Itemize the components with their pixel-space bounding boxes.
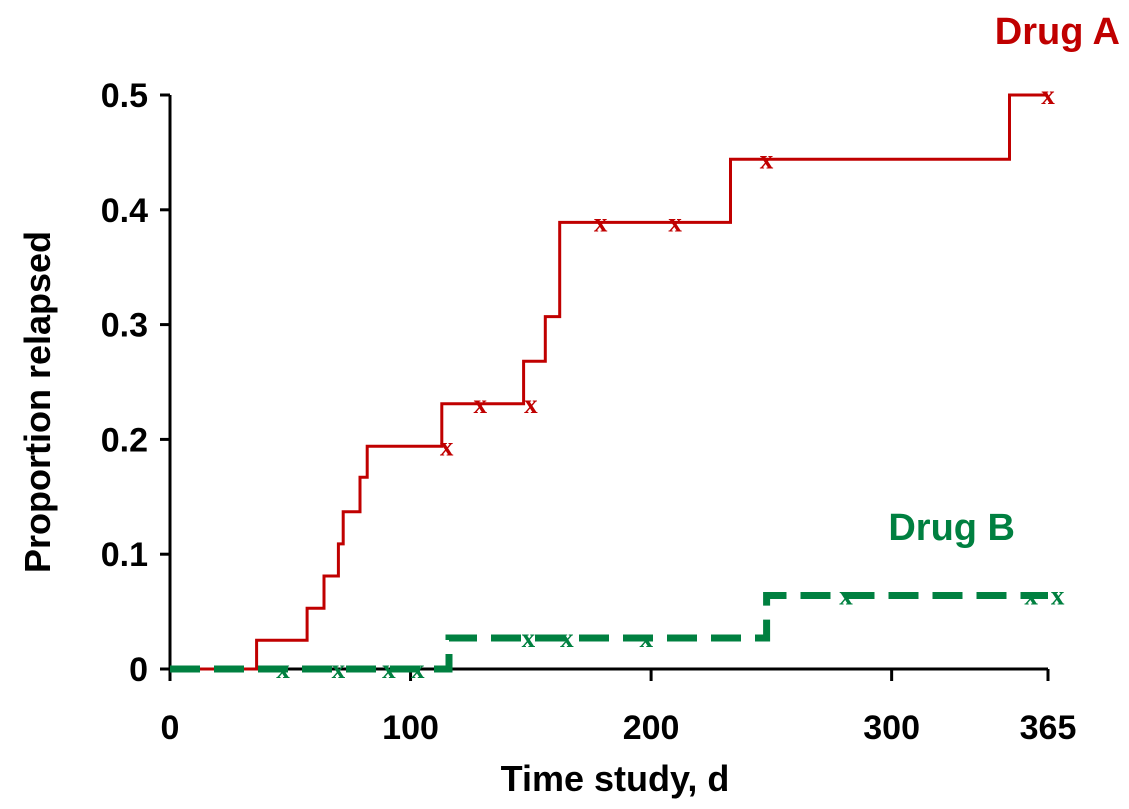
x-tick-label: 200 [623, 709, 680, 747]
x-tick-label: 300 [863, 709, 920, 747]
censor-mark: x [839, 581, 853, 611]
censor-mark: x [332, 654, 346, 684]
y-tick-label: 0.4 [101, 192, 148, 230]
censor-mark: x [1041, 80, 1055, 110]
series-line-drug-b [170, 592, 1048, 673]
series-label-drug-b: Drug B [888, 507, 1015, 549]
series-line-drug-a [170, 93, 1048, 671]
y-axis-title: Proportion relapsed [17, 231, 58, 573]
censor-mark: x [560, 623, 574, 653]
censor-mark: x [411, 654, 425, 684]
censor-mark: x [594, 207, 608, 237]
censor-mark: x [1051, 581, 1065, 611]
y-tick-label: 0.2 [101, 421, 148, 459]
censor-mark: x [474, 389, 488, 419]
y-tick-label: 0.1 [101, 536, 148, 574]
censor-mark: x [440, 431, 454, 461]
censor-mark: x [524, 389, 538, 419]
labels: Time study, d Proportion relapsed Drug A Dr… [17, 11, 1120, 799]
y-tick-label: 0.5 [101, 77, 148, 115]
x-tick-label: 100 [382, 709, 439, 747]
censor-mark: x [640, 623, 654, 653]
x-tick-label: 0 [161, 709, 180, 747]
censor-mark: x [1024, 581, 1038, 611]
censor-mark: x [382, 654, 396, 684]
x-tick-label: 365 [1020, 709, 1077, 747]
y-tick-label: 0 [129, 651, 148, 689]
axes: 0 0.1 0.2 0.3 0.4 0.5 0 100 200 300 365 [101, 77, 1077, 747]
censor-mark: x [276, 654, 290, 684]
censor-mark: x [760, 144, 774, 174]
censor-mark: x [668, 207, 682, 237]
censor-mark: x [522, 623, 536, 653]
y-tick-label: 0.3 [101, 307, 148, 345]
x-axis-title: Time study, d [501, 758, 730, 799]
series-label-drug-a: Drug A [995, 11, 1120, 53]
